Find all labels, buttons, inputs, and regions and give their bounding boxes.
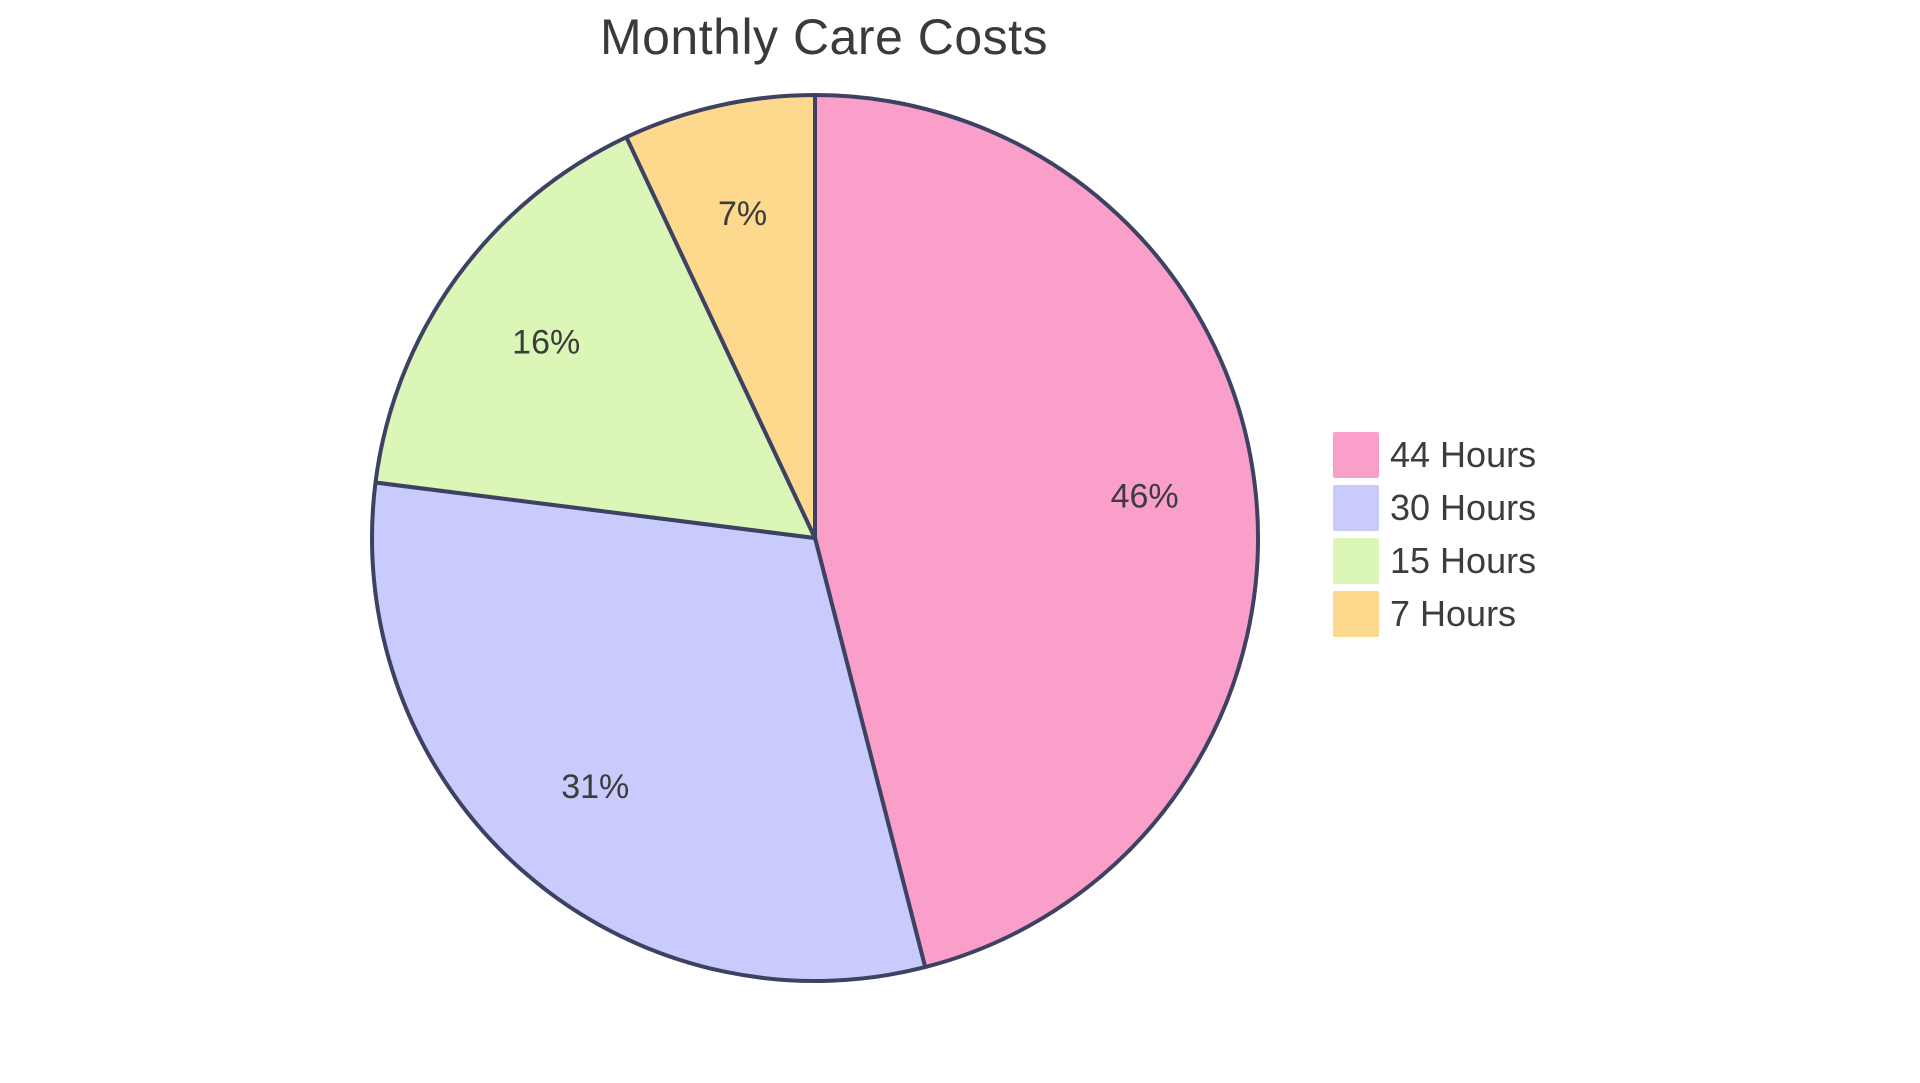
legend-label-7-hours: 7 Hours — [1390, 593, 1517, 634]
pie-percent-label-15-hours: 16% — [512, 324, 580, 362]
pie-slice-15-hours — [373, 135, 817, 540]
legend-item-44-hours: 44 Hours — [1333, 432, 1536, 478]
legend-swatch-30-hours — [1333, 485, 1379, 531]
legend-swatch-15-hours — [1333, 538, 1379, 584]
legend-item-15-hours: 15 Hours — [1333, 538, 1536, 584]
legend-swatch-7-hours — [1333, 591, 1379, 637]
legend: 44 Hours 30 Hours 15 Hours 7 Hours — [1333, 432, 1536, 644]
pie-slice-30-hours — [370, 480, 928, 983]
pie-slice-44-hours — [813, 93, 1260, 970]
legend-label-44-hours: 44 Hours — [1390, 434, 1537, 475]
legend-swatch-44-hours — [1333, 432, 1379, 478]
pie-percent-label-44-hours: 46% — [1111, 477, 1179, 515]
legend-item-30-hours: 30 Hours — [1333, 485, 1536, 531]
legend-label-30-hours: 30 Hours — [1390, 487, 1537, 528]
pie-percent-label-7-hours: 7% — [718, 195, 767, 233]
legend-label-15-hours: 15 Hours — [1390, 540, 1537, 581]
pie-slice-7-hours — [624, 93, 817, 540]
chart-title: Monthly Care Costs — [599, 9, 1049, 65]
legend-item-7-hours: 7 Hours — [1333, 591, 1536, 637]
pie-percent-label-30-hours: 31% — [561, 768, 629, 806]
